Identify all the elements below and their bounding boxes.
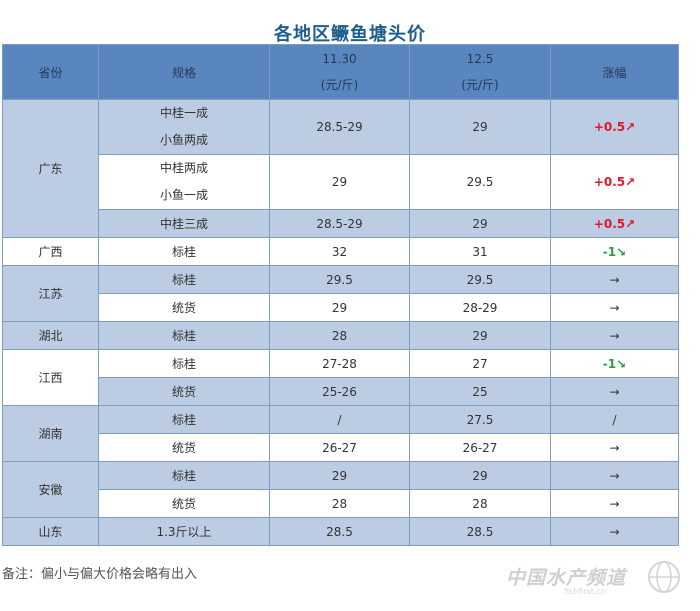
spec-cell: 标桂 [98,461,270,490]
table-row: 安徽 标桂 29 29 → [2,461,679,518]
spec-cell: 统货 [98,377,270,406]
table-row: 广东 中桂一成小鱼两成 28.5-29 29 +0.5↗ [2,99,679,238]
price-cell-date1: 28.5 [269,517,410,546]
header-date1: 11.30 (元/斤) [269,44,410,100]
table-row: 统货 28 28 → [3,489,679,518]
header-date1-label: 11.30 [322,51,357,66]
change-cell: / [550,405,679,434]
price-cell-date1: 27-28 [269,349,410,378]
change-cell: → [550,377,679,406]
table-row: 统货 25-26 25 → [3,377,679,406]
price-cell-date2: 25 [409,377,551,406]
globe-icon [648,561,680,593]
page-title: 各地区鳜鱼塘头价 [274,24,426,45]
change-cell: → [550,517,679,546]
spec-cell: 标桂 [98,237,270,266]
header-spec: 规格 [98,44,270,100]
spec-cell: 中桂一成 小鱼两成 [98,99,270,155]
price-cell-date1: 28 [269,321,410,350]
change-cell: +0.5↗ [550,99,679,155]
table-row: 中桂两成小鱼一成 29 29.5 +0.5↗ [3,154,679,210]
footnote: 备注：偏小与偏大价格会略有出入 [2,567,198,582]
spec-line: 中桂一成 [159,106,208,120]
spec-line: 中桂两成 [159,161,208,175]
spec-cell: 统货 [98,489,270,518]
price-cell-date1: 26-27 [269,433,410,462]
spec-cell: 统货 [98,293,270,322]
spec-cell: 标桂 [98,265,270,294]
table-row: 统货 26-27 26-27 → [3,433,679,462]
price-table: 省份 规格 11.30 (元/斤) 12.5 (元/斤) 涨幅 广东 中桂一成小鱼两… [2,44,679,546]
spec-line: 小鱼一成 [159,188,208,202]
table-row: 江西 标桂 27-28 27 -1↘ [2,349,679,406]
header-row: 省份 规格 11.30 (元/斤) 12.5 (元/斤) 涨幅 [2,44,679,100]
change-cell: -1↘ [550,237,679,266]
price-cell-date2: 27 [409,349,551,378]
price-cell-date2: 28.5 [409,517,551,546]
table-row: 江苏 标桂 29.5 29.5 → [2,265,679,322]
price-cell-date2: 29 [409,321,551,350]
price-cell-date2: 29.5 [409,265,551,294]
price-cell-date2: 31 [409,237,551,266]
province-cell: 广西 [2,237,99,266]
header-change: 涨幅 [550,44,679,100]
price-cell-date1: 29 [269,293,410,322]
price-cell-date2: 28-29 [409,293,551,322]
price-cell-date1: 32 [269,237,410,266]
header-date1-unit: (元/斤) [320,77,359,92]
change-cell: → [550,489,679,518]
spec-cell: 标桂 [98,321,270,350]
change-cell: → [550,461,679,490]
spec-cell: 标桂 [98,349,270,378]
watermark-logo: 中国水产频道 fishfirst.cn [506,559,680,601]
price-cell-date2: 29 [409,209,551,238]
change-cell: → [550,321,679,350]
price-cell-date1: 29.5 [269,265,410,294]
table-row: 统货 29 28-29 → [3,293,679,322]
province-cell: 江苏 [2,265,99,322]
province-cell: 湖北 [2,321,99,350]
price-cell-date2: 28 [409,489,551,518]
table-row: 湖南 标桂 / 27.5 / [2,405,679,462]
change-cell: -1↘ [550,349,679,378]
price-cell-date1: 29 [269,154,410,210]
price-cell-date2: 26-27 [409,433,551,462]
province-cell: 湖南 [2,405,99,462]
change-cell: → [550,433,679,462]
change-cell: → [550,293,679,322]
table-row: 山东 1.3斤以上 28.5 28.5 → [2,517,679,546]
change-cell: +0.5↗ [550,154,679,210]
watermark-url: fishfirst.cn [564,587,606,596]
spec-cell: 1.3斤以上 [98,517,270,546]
table-row: 湖北 标桂 28 29 → [2,321,679,350]
header-date2-label: 12.5 [466,51,494,66]
watermark-text: 中国水产频道 [506,567,627,589]
price-cell-date2: 27.5 [409,405,551,434]
price-cell-date1: 28.5-29 [269,99,410,155]
spec-line: 小鱼两成 [159,133,208,147]
spec-cell: 中桂三成 [98,209,270,238]
table-row: 中桂三成 28.5-29 29 +0.5↗ [3,209,679,238]
price-cell-date1: 28 [269,489,410,518]
header-province: 省份 [2,44,99,100]
price-cell-date1: / [269,405,410,434]
price-cell-date2: 29 [409,461,551,490]
header-date2: 12.5 (元/斤) [409,44,551,100]
province-cell: 广东 [2,99,99,238]
spec-cell: 标桂 [98,405,270,434]
table-row: 广西 标桂 32 31 -1↘ [2,237,679,266]
price-cell-date1: 29 [269,461,410,490]
province-cell: 江西 [2,349,99,406]
price-cell-date2: 29.5 [409,154,551,210]
spec-cell: 统货 [98,433,270,462]
spec-cell: 中桂两成 小鱼一成 [98,154,270,210]
price-cell-date1: 28.5-29 [269,209,410,238]
price-cell-date1: 25-26 [269,377,410,406]
price-cell-date2: 29 [409,99,551,155]
change-cell: +0.5↗ [550,209,679,238]
header-date2-unit: (元/斤) [461,77,499,92]
province-cell: 山东 [2,517,99,546]
province-cell: 安徽 [2,461,99,518]
change-cell: → [550,265,679,294]
